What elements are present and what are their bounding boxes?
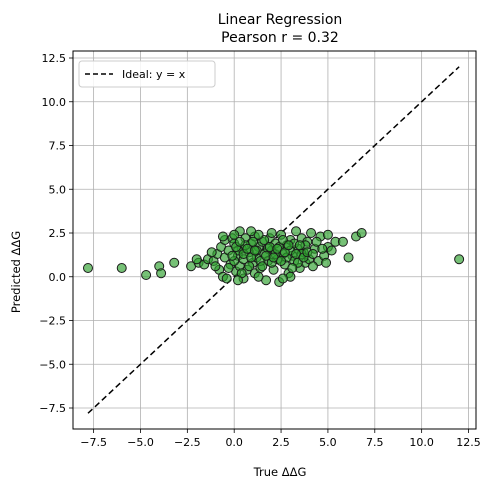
x-tick-label: 0.0 — [225, 436, 243, 449]
scatter-point — [191, 254, 202, 265]
x-tick-label: 7.5 — [366, 436, 384, 449]
scatter-point — [294, 240, 305, 251]
y-tick-label: −5.0 — [39, 358, 66, 371]
scatter-point — [343, 252, 354, 263]
legend-entry-ideal: Ideal: y = x — [122, 68, 186, 81]
scatter-point — [277, 273, 288, 284]
scatter-point — [253, 271, 264, 282]
chart-subtitle: Pearson r = 0.32 — [221, 30, 339, 46]
plot-frame — [72, 50, 477, 430]
y-tick-label: 12.5 — [42, 52, 67, 65]
scatter-point — [257, 261, 268, 272]
y-tick-label: −7.5 — [39, 402, 66, 415]
scatter-point — [321, 257, 332, 268]
scatter-point — [227, 250, 238, 261]
scatter-point — [116, 263, 127, 273]
x-axis-label: True ΔΔG — [253, 465, 307, 479]
scatter-point — [246, 226, 257, 237]
scatter-point — [317, 243, 328, 254]
y-tick-label: 5.0 — [49, 183, 67, 196]
scatter-point — [283, 240, 294, 251]
scatter-point — [210, 261, 221, 272]
x-tick-label: 2.5 — [272, 436, 290, 449]
scatter-point — [217, 231, 228, 242]
ideal-line-layer — [87, 66, 460, 414]
scatter-point — [223, 263, 234, 273]
scatter-point — [307, 249, 318, 259]
scatter-point — [229, 229, 240, 240]
scatter-point — [156, 268, 167, 279]
scatter-point — [234, 236, 245, 247]
scatter-point — [244, 261, 255, 272]
scatter-point — [322, 229, 333, 240]
data-points — [82, 226, 465, 287]
scatter-point — [221, 273, 232, 284]
scatter-point — [454, 254, 465, 265]
legend: Ideal: y = x — [78, 60, 216, 88]
scatter-point — [311, 236, 322, 247]
scatter-point — [266, 228, 277, 238]
x-tick-label: 12.5 — [456, 436, 481, 449]
y-axis-ticks: −7.5 −5.0 −2.5 0.0 2.5 5.0 7.5 10.0 12.5 — [39, 52, 73, 415]
chart-title: Linear Regression — [218, 12, 343, 28]
scatter-point — [169, 257, 180, 268]
scatter-point — [291, 226, 302, 237]
scatter-point — [337, 236, 348, 247]
legend-box — [78, 60, 216, 88]
scatter-point — [249, 245, 260, 256]
y-tick-label: 2.5 — [49, 227, 67, 240]
y-tick-label: 0.0 — [49, 271, 67, 284]
scatter-point — [276, 256, 287, 266]
y-tick-label: 10.0 — [42, 96, 67, 109]
scatter-point — [326, 245, 337, 256]
x-tick-label: 5.0 — [319, 436, 337, 449]
x-tick-label: −7.5 — [80, 436, 107, 449]
y-axis-label: Predicted ΔΔG — [9, 231, 23, 313]
x-tick-label: −2.5 — [174, 436, 201, 449]
x-tick-label: 10.0 — [409, 436, 434, 449]
scatter-point — [141, 270, 152, 280]
x-tick-label: −5.0 — [127, 436, 154, 449]
scatter-point — [82, 263, 93, 273]
scatter-point — [307, 261, 318, 272]
scatter-point — [232, 275, 243, 286]
y-tick-label: 7.5 — [49, 140, 67, 153]
scatter-point — [306, 228, 317, 238]
y-tick-label: −2.5 — [39, 315, 66, 328]
scatter-point — [356, 228, 367, 238]
x-axis-ticks: −7.5 −5.0 −2.5 0.0 2.5 5.0 7.5 10.0 12.5 — [80, 429, 481, 449]
ideal-line — [87, 66, 460, 414]
scatter-point — [206, 247, 217, 258]
scatter-point — [287, 263, 298, 273]
